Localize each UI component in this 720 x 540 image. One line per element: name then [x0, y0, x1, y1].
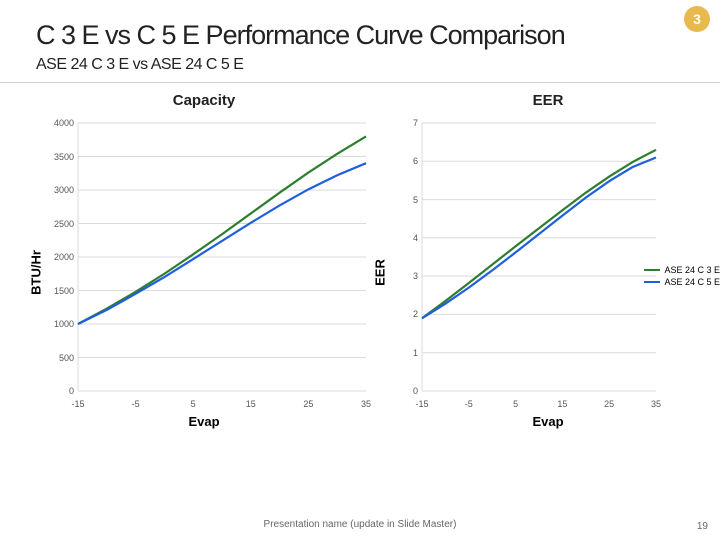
- eer-chart: EER EER Evap ASE 24 C 3 E ASE 24 C 5 E 0…: [380, 92, 716, 415]
- chart-title-eer: EER: [380, 92, 716, 109]
- chart-title-capacity: Capacity: [36, 92, 372, 109]
- slide-title: C 3 E vs C 5 E Performance Curve Compari…: [36, 20, 565, 51]
- footer-text: Presentation name (update in Slide Maste…: [0, 519, 720, 530]
- capacity-chart: Capacity BTU/Hr Evap 0500100015002000250…: [36, 92, 372, 415]
- plot-area-eer: EER Evap ASE 24 C 3 E ASE 24 C 5 E 01234…: [380, 115, 716, 415]
- series-line: [78, 136, 366, 324]
- title-separator: [0, 82, 720, 83]
- plot-area-capacity: BTU/Hr Evap 0500100015002000250030003500…: [36, 115, 372, 415]
- series-line: [422, 157, 656, 318]
- page-number: 19: [697, 521, 708, 532]
- slide-subtitle: ASE 24 C 3 E vs ASE 24 C 5 E: [36, 56, 243, 74]
- slide: 3 C 3 E vs C 5 E Performance Curve Compa…: [0, 0, 720, 540]
- slide-number-badge: 3: [684, 6, 710, 32]
- xlabel-capacity: Evap: [188, 414, 219, 429]
- xlabel-eer: Evap: [532, 414, 563, 429]
